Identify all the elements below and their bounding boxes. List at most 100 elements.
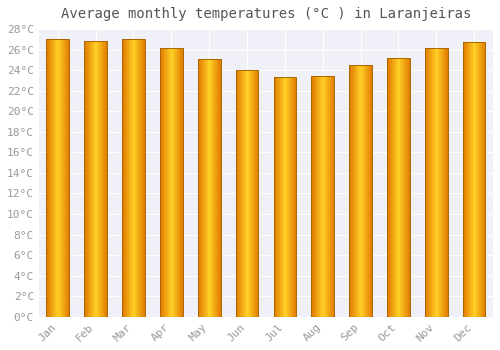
Bar [466, 42, 468, 317]
Bar [47, 39, 48, 317]
Bar [124, 39, 125, 317]
Bar [398, 58, 400, 317]
Bar [167, 48, 168, 317]
Bar [160, 48, 162, 317]
Bar [475, 42, 476, 317]
Bar [483, 42, 484, 317]
Bar [388, 58, 390, 317]
Bar [169, 48, 170, 317]
Bar [484, 42, 486, 317]
Bar [180, 48, 181, 317]
Bar [281, 77, 282, 317]
Bar [444, 48, 446, 317]
Bar [170, 48, 172, 317]
Bar [469, 42, 470, 317]
Bar [472, 42, 474, 317]
Bar [356, 65, 357, 317]
Bar [128, 39, 129, 317]
Bar [362, 65, 363, 317]
Bar [406, 58, 408, 317]
Bar [174, 48, 175, 317]
Bar [84, 41, 107, 317]
Bar [165, 48, 166, 317]
Bar [66, 39, 67, 317]
Bar [393, 58, 394, 317]
Bar [96, 41, 97, 317]
Bar [427, 48, 428, 317]
Bar [399, 58, 400, 317]
Bar [400, 58, 401, 317]
Bar [428, 48, 430, 317]
Bar [436, 48, 437, 317]
Bar [144, 39, 145, 317]
Bar [60, 39, 61, 317]
Bar [358, 65, 359, 317]
Bar [97, 41, 98, 317]
Bar [254, 70, 256, 317]
Bar [463, 42, 485, 317]
Bar [136, 39, 138, 317]
Bar [256, 70, 257, 317]
Bar [198, 59, 220, 317]
Bar [403, 58, 404, 317]
Bar [46, 39, 47, 317]
Bar [481, 42, 482, 317]
Bar [354, 65, 356, 317]
Bar [440, 48, 441, 317]
Bar [369, 65, 370, 317]
Bar [246, 70, 247, 317]
Bar [214, 59, 216, 317]
Bar [312, 76, 313, 317]
Bar [274, 77, 275, 317]
Bar [292, 77, 294, 317]
Bar [366, 65, 368, 317]
Bar [480, 42, 481, 317]
Bar [52, 39, 54, 317]
Bar [132, 39, 134, 317]
Bar [392, 58, 393, 317]
Bar [164, 48, 166, 317]
Bar [132, 39, 133, 317]
Bar [363, 65, 364, 317]
Bar [432, 48, 434, 317]
Bar [48, 39, 50, 317]
Bar [253, 70, 254, 317]
Bar [464, 42, 465, 317]
Bar [425, 48, 426, 317]
Bar [278, 77, 279, 317]
Bar [216, 59, 218, 317]
Bar [238, 70, 239, 317]
Bar [46, 39, 69, 317]
Bar [206, 59, 207, 317]
Bar [425, 48, 448, 317]
Bar [242, 70, 244, 317]
Bar [391, 58, 392, 317]
Bar [291, 77, 292, 317]
Bar [353, 65, 354, 317]
Bar [463, 42, 464, 317]
Bar [387, 58, 388, 317]
Bar [130, 39, 131, 317]
Bar [123, 39, 124, 317]
Bar [54, 39, 55, 317]
Bar [173, 48, 174, 317]
Bar [282, 77, 284, 317]
Bar [250, 70, 251, 317]
Bar [368, 65, 369, 317]
Bar [248, 70, 250, 317]
Bar [357, 65, 358, 317]
Bar [484, 42, 485, 317]
Bar [53, 39, 54, 317]
Bar [294, 77, 296, 317]
Bar [86, 41, 88, 317]
Bar [364, 65, 365, 317]
Bar [160, 48, 182, 317]
Bar [324, 76, 325, 317]
Bar [131, 39, 132, 317]
Bar [172, 48, 173, 317]
Bar [135, 39, 136, 317]
Bar [137, 39, 138, 317]
Bar [370, 65, 371, 317]
Bar [88, 41, 89, 317]
Bar [138, 39, 139, 317]
